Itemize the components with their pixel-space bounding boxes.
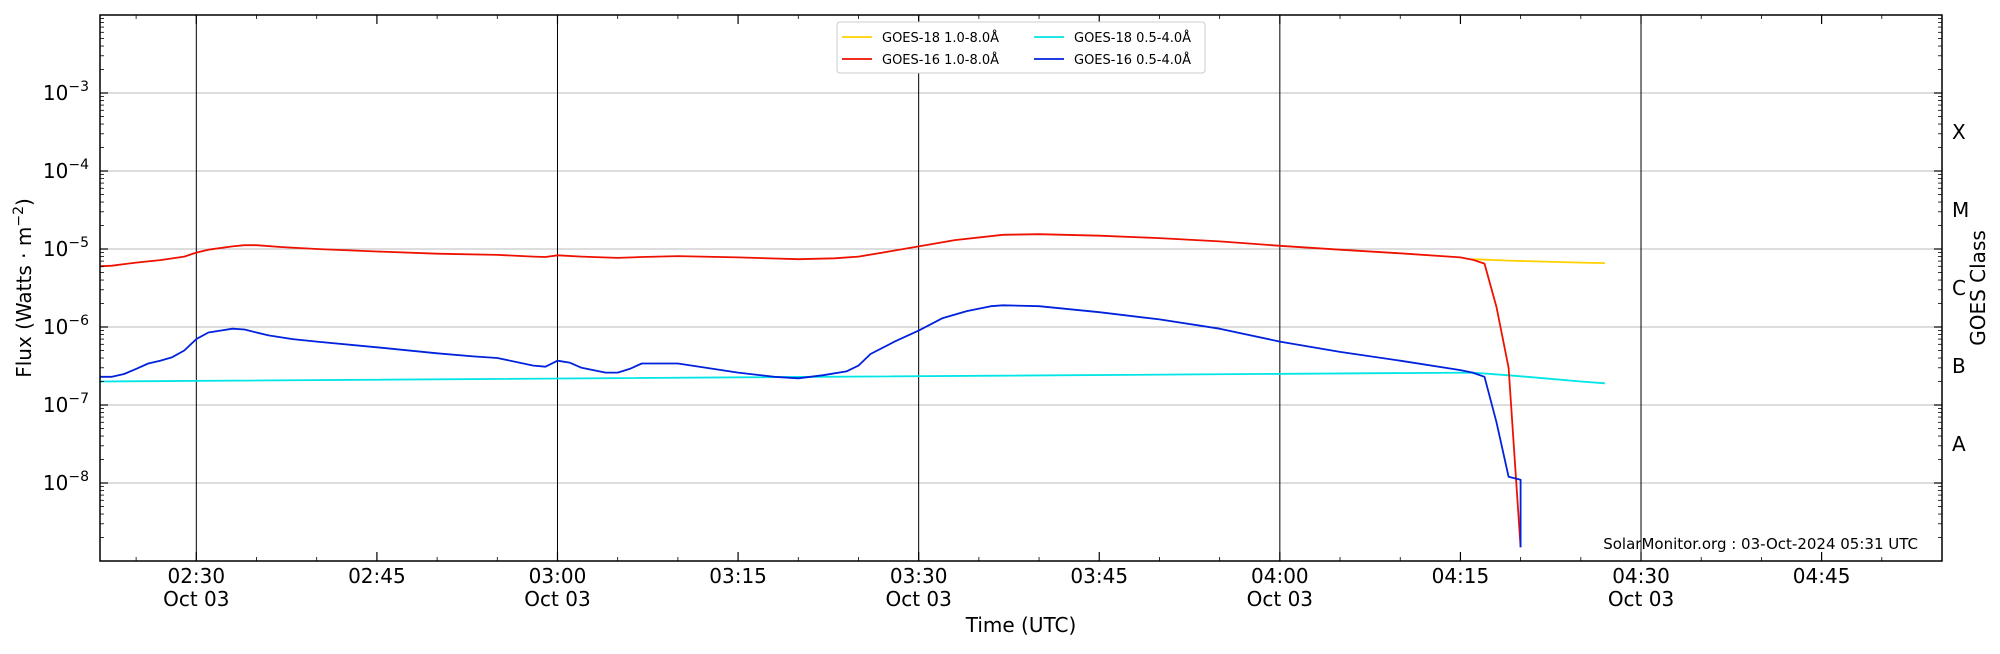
x-tick-label: 04:45 <box>1793 564 1851 588</box>
y-axis-title: Flux (Watts · m−2) <box>11 198 36 378</box>
x-tick-label: 03:30 <box>890 564 948 588</box>
y-tick-label: 10−6 <box>43 313 89 339</box>
x-tick-date-label: Oct 03 <box>1247 587 1313 611</box>
y-tick-label: 10−5 <box>43 235 89 261</box>
tick-layer <box>100 15 1943 561</box>
legend-label-goes16-short: GOES-16 0.5-4.0Å <box>1074 52 1191 68</box>
y-tick-label: 10−7 <box>43 391 89 417</box>
series-layer <box>99 233 1605 548</box>
x-tick-date-label: Oct 03 <box>1608 587 1674 611</box>
x-tick-label: 04:00 <box>1251 564 1309 588</box>
right-axis-title: GOES Class <box>1966 230 1990 346</box>
x-tick-label: 03:45 <box>1070 564 1128 588</box>
y-tick-label: 10−4 <box>43 157 89 183</box>
x-tick-label: 03:15 <box>709 564 767 588</box>
x-tick-label: 04:15 <box>1432 564 1490 588</box>
series-line <box>99 233 1522 548</box>
x-axis-title: Time (UTC) <box>965 613 1077 637</box>
x-tick-date-label: Oct 03 <box>163 587 229 611</box>
legend-label-goes16-long: GOES-16 1.0-8.0Å <box>882 52 999 68</box>
goes-class-label: M <box>1952 198 1969 222</box>
goes-class-label: B <box>1952 354 1966 378</box>
x-tick-date-label: Oct 03 <box>885 587 951 611</box>
series-line <box>100 304 1522 548</box>
x-tick-label: 02:30 <box>167 564 225 588</box>
plot-frame <box>99 14 1943 562</box>
x-tick-date-label: Oct 03 <box>524 587 590 611</box>
series-line <box>1472 258 1605 264</box>
x-tick-label: 04:30 <box>1612 564 1670 588</box>
credit-annotation: SolarMonitor.org : 03-Oct-2024 05:31 UTC <box>1603 535 1918 553</box>
grid-layer <box>100 15 1942 561</box>
y-tick-label: 10−8 <box>43 469 89 495</box>
series-line <box>99 371 1605 385</box>
legend-label-goes18-short: GOES-18 0.5-4.0Å <box>1074 30 1191 46</box>
goes-class-label: X <box>1952 120 1966 144</box>
x-tick-label: 03:00 <box>529 564 587 588</box>
legend-box <box>836 21 1206 74</box>
legend-label-goes18-long: GOES-18 1.0-8.0Å <box>882 30 999 46</box>
goes-class-label: A <box>1952 432 1966 456</box>
y-tick-label: 10−3 <box>43 79 89 105</box>
legend: GOES-18 1.0-8.0Å GOES-16 1.0-8.0Å GOES-1… <box>836 21 1206 74</box>
x-tick-label: 02:45 <box>348 564 406 588</box>
goes-class-label: C <box>1952 276 1966 300</box>
